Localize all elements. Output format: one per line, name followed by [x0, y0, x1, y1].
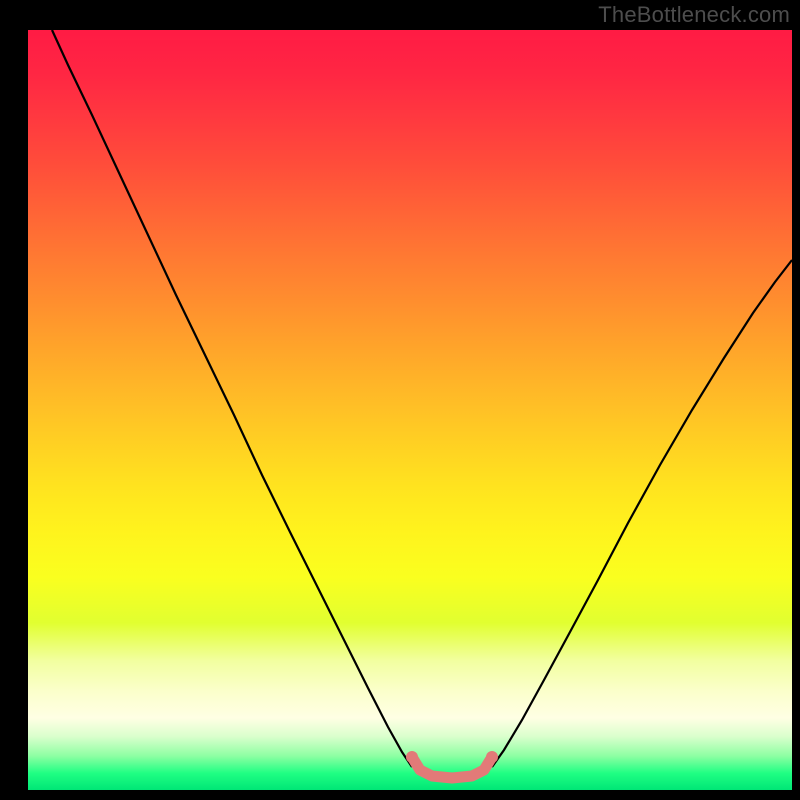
watermark-text: TheBottleneck.com — [598, 2, 790, 28]
frame-border-bottom — [0, 790, 800, 800]
gradient-background — [28, 30, 792, 790]
frame-border-left — [0, 0, 28, 800]
chart-stage: TheBottleneck.com — [0, 0, 800, 800]
frame-border-right — [792, 0, 800, 800]
